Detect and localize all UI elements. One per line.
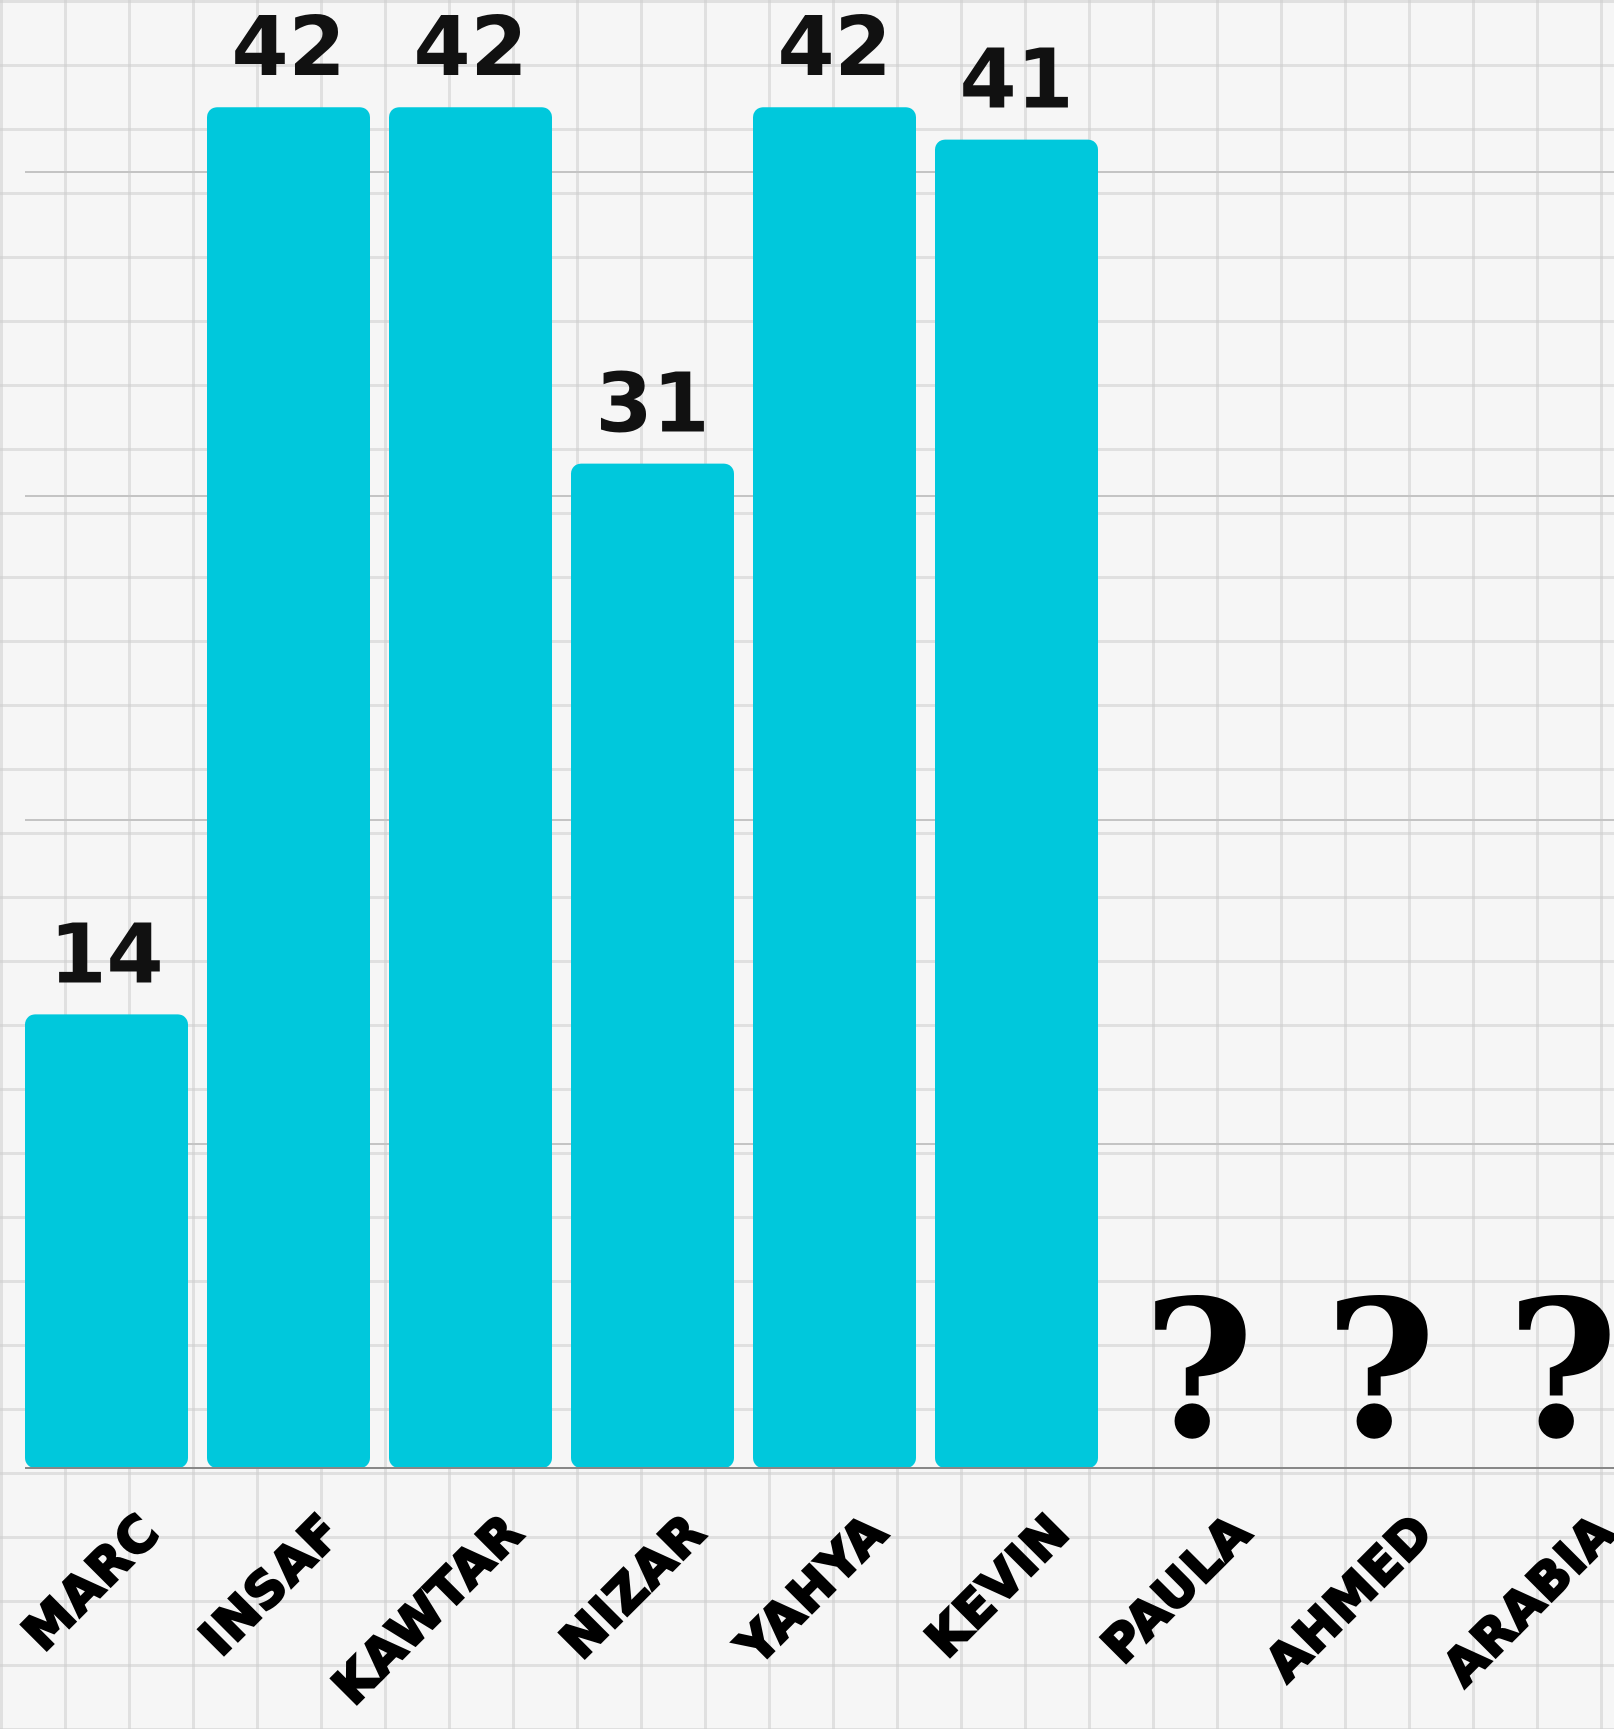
category-label-kevin: KEVIN: [914, 1502, 1080, 1668]
bar-insaf: [207, 107, 370, 1469]
value-label-kevin: 41: [959, 33, 1073, 128]
unknown-value-ahmed: ?: [1325, 1258, 1436, 1481]
bar-nizar: [571, 463, 734, 1469]
category-label-arabia: ARABIA: [1432, 1502, 1614, 1697]
bar-marc: [25, 1014, 188, 1468]
category-label-insaf: INSAF: [188, 1502, 352, 1666]
unknown-value-arabia: ?: [1507, 1258, 1614, 1481]
category-label-nizar: NIZAR: [549, 1502, 717, 1670]
value-label-nizar: 31: [595, 357, 709, 452]
category-label-kawtar: KAWTAR: [321, 1502, 534, 1715]
bar-kevin: [935, 139, 1098, 1469]
value-label-insaf: 42: [231, 0, 345, 95]
unknown-value-paula: ?: [1143, 1258, 1254, 1481]
category-label-paula: PAULA: [1090, 1502, 1262, 1674]
category-label-marc: MARC: [11, 1502, 171, 1662]
value-label-marc: 14: [49, 907, 163, 1002]
value-label-kawtar: 42: [413, 0, 527, 95]
category-label-ahmed: AHMED: [1254, 1502, 1444, 1692]
category-label-yahya: YAHYA: [724, 1502, 898, 1676]
bar-kawtar: [389, 107, 552, 1469]
value-labels: 14 42 42 31 42 41???: [49, 0, 1614, 1481]
bar-yahya: [753, 107, 916, 1469]
value-label-yahya: 42: [777, 0, 891, 95]
bars: [25, 107, 1098, 1469]
